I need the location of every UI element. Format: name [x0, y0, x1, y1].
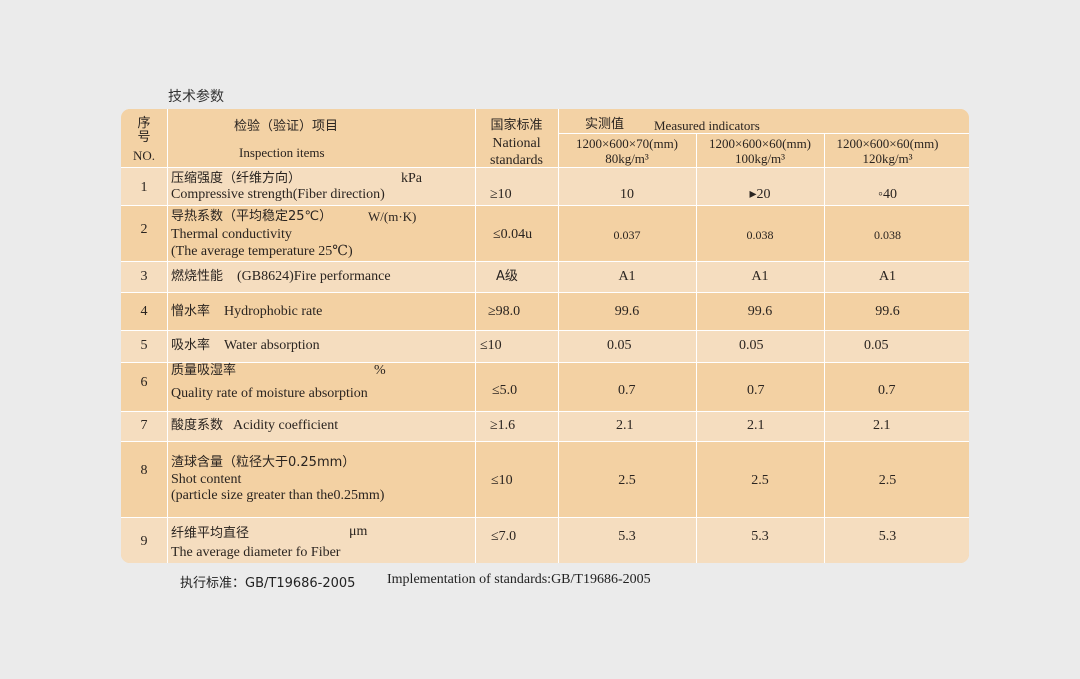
row-unit: W/(m·K) — [368, 209, 417, 224]
row-value: 0.05 — [607, 338, 632, 353]
row-value: 0.7 — [878, 383, 896, 398]
row-no: 6 — [140, 375, 148, 390]
header-measured-cn: 实测值 — [585, 117, 625, 132]
row-std: ≤7.0 — [491, 529, 517, 544]
row-value: 0.038 — [874, 228, 901, 242]
row-value: A1 — [751, 269, 769, 284]
row-item-cn: 质量吸湿率 — [171, 363, 237, 378]
row-item-en: Thermal conductivity — [171, 227, 292, 242]
header-spec-1: 1200×600×70(mm) — [575, 136, 679, 151]
row-item-cn: 憎水率 — [171, 304, 211, 319]
row-value: ◦40 — [878, 187, 897, 202]
row-item-cn: 燃烧性能 — [171, 269, 224, 284]
row-std: ≤10 — [480, 338, 502, 353]
row-item-cn: 压缩强度（纤维方向） — [171, 171, 302, 186]
header-item-en: Inspection items — [239, 145, 325, 160]
row-std: ≤5.0 — [492, 383, 518, 398]
row-no: 5 — [140, 338, 148, 353]
row-value: 2.5 — [618, 473, 636, 488]
row-value: 5.3 — [878, 529, 897, 544]
row-value: 2.1 — [873, 418, 891, 433]
row-unit: % — [374, 363, 386, 378]
row-value: 0.037 — [613, 228, 641, 242]
tech-params-table: 序 号 NO. 检验（验证）项目 Inspection items 国家标准 N… — [121, 109, 969, 563]
row-no: 1 — [140, 180, 148, 195]
row-value: 5.3 — [751, 529, 769, 544]
header-std-cn: 国家标准 — [490, 118, 543, 133]
table-row — [121, 330, 969, 362]
header-std-en: standards — [490, 153, 543, 168]
table-row — [121, 441, 969, 517]
row-value: 2.5 — [751, 473, 769, 488]
row-unit: kPa — [401, 171, 422, 186]
footer-standard-en: Implementation of standards:GB/T19686-20… — [387, 572, 651, 587]
header-spec-3: 1200×600×60(mm) — [836, 136, 939, 151]
row-item-en: Water absorption — [224, 338, 320, 353]
row-no: 2 — [140, 222, 148, 237]
header-spec-3-density: 120kg/m³ — [862, 151, 913, 166]
row-item-en: (GB8624)Fire performance — [237, 269, 391, 284]
header-measured-en: Measured indicators — [654, 118, 760, 133]
row-std: ≥98.0 — [488, 304, 521, 319]
footer-standard-cn: 执行标准：GB/T19686-2005 — [180, 576, 356, 591]
row-no: 8 — [140, 463, 148, 478]
row-std: ≥1.6 — [490, 418, 516, 433]
row-item-en: (particle size greater than the0.25mm) — [171, 488, 385, 503]
header-no-cn: 序 — [137, 116, 151, 131]
header-spec-1-density: 80kg/m³ — [605, 151, 649, 166]
row-value: 99.6 — [747, 304, 773, 319]
table-row — [121, 167, 969, 205]
row-std: A级 — [496, 269, 518, 284]
row-item-cn: 酸度系数 — [171, 418, 224, 433]
header-no-cn: 号 — [137, 130, 151, 145]
row-value: 99.6 — [875, 304, 900, 319]
header-spec-2: 1200×600×60(mm) — [708, 136, 812, 151]
header-row — [121, 109, 969, 167]
row-value: 0.038 — [746, 228, 774, 242]
row-item-en: Shot content — [171, 472, 242, 487]
row-no: 4 — [140, 304, 148, 319]
table-row — [121, 261, 969, 292]
header-spec-2-density: 100kg/m³ — [734, 151, 786, 166]
table-row — [121, 362, 969, 411]
row-value: 5.3 — [618, 529, 636, 544]
table-row — [121, 292, 969, 330]
row-item-en: Acidity coefficient — [233, 418, 339, 433]
row-value: 0.7 — [747, 383, 765, 398]
row-item-en: Compressive strength(Fiber direction) — [171, 187, 385, 202]
section-title: 技术参数 — [168, 89, 224, 105]
row-no: 9 — [140, 534, 148, 549]
row-value: 2.5 — [878, 473, 897, 488]
header-no-en: NO. — [132, 148, 156, 163]
row-value: 2.1 — [616, 418, 634, 433]
row-std: ≤10 — [491, 473, 513, 488]
row-unit: μm — [349, 524, 368, 539]
row-value: 10 — [620, 187, 634, 202]
row-item-en: (The average temperature 25℃) — [171, 244, 353, 259]
row-item-en: Quality rate of moisture absorption — [171, 386, 368, 401]
row-value: 2.1 — [747, 418, 765, 433]
row-value: A1 — [618, 269, 636, 284]
row-value: 0.7 — [618, 383, 636, 398]
table-row — [121, 517, 969, 563]
row-item-cn: 纤维平均直径 — [171, 526, 250, 541]
row-value: 99.6 — [614, 304, 640, 319]
row-item-cn: 渣球含量（粒径大于0.25mm） — [171, 455, 356, 470]
row-value: A1 — [878, 269, 897, 284]
header-item-cn: 检验（验证）项目 — [234, 119, 339, 134]
table-row — [121, 205, 969, 261]
row-value: 0.05 — [739, 338, 764, 353]
row-std: ≥10 — [490, 187, 512, 202]
row-value: 0.05 — [864, 338, 889, 353]
row-item-en: The average diameter fo Fiber — [171, 545, 341, 560]
row-no: 7 — [140, 418, 148, 433]
row-no: 3 — [140, 269, 148, 284]
header-std-en: National — [492, 136, 541, 151]
row-std: ≤0.04u — [493, 227, 533, 242]
row-item-cn: 导热系数（平均稳定25℃） — [171, 209, 333, 224]
row-item-cn: 吸水率 — [171, 338, 211, 353]
row-value: ▸20 — [749, 187, 771, 202]
table-row — [121, 411, 969, 441]
row-item-en: Hydrophobic rate — [224, 304, 323, 319]
